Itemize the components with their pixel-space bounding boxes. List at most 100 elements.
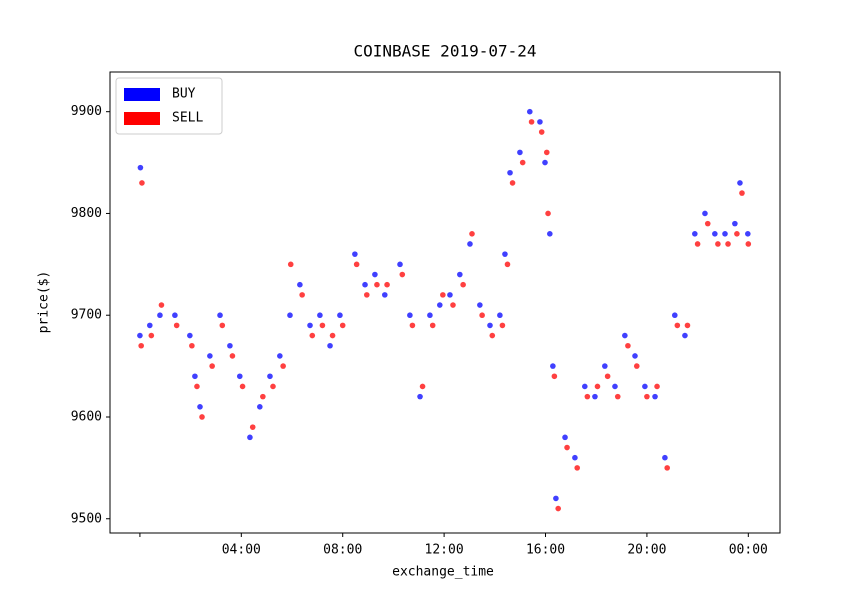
point <box>745 241 752 247</box>
point <box>409 322 416 329</box>
point <box>632 353 638 359</box>
point <box>317 312 323 319</box>
point <box>614 393 621 400</box>
point <box>542 159 548 166</box>
point <box>197 404 203 410</box>
point <box>499 322 506 329</box>
point <box>339 322 346 329</box>
point <box>440 292 446 298</box>
point <box>287 312 293 319</box>
legend-swatch <box>124 88 160 101</box>
point <box>187 332 193 339</box>
point <box>526 108 533 115</box>
y-tick-label: 9800 <box>71 206 102 221</box>
x-tick-label: 04:00 <box>222 543 261 558</box>
point <box>239 383 246 390</box>
point <box>584 393 591 400</box>
point <box>139 180 145 186</box>
point <box>550 363 556 369</box>
point <box>594 383 601 390</box>
point <box>173 322 180 329</box>
point <box>725 241 731 247</box>
point <box>307 322 313 329</box>
legend-label: SELL <box>172 111 203 126</box>
point <box>519 159 526 166</box>
point <box>644 393 650 400</box>
point <box>652 393 658 400</box>
point <box>260 393 266 400</box>
point <box>329 332 336 339</box>
point <box>745 231 751 237</box>
point <box>547 231 553 237</box>
point <box>602 363 608 369</box>
legend-box <box>115 77 223 135</box>
point <box>280 363 286 369</box>
point <box>553 495 559 502</box>
point <box>447 292 453 298</box>
point <box>362 281 368 288</box>
y-tick-label: 9600 <box>71 409 102 424</box>
x-tick-label: 20:00 <box>627 543 666 558</box>
point <box>137 164 144 171</box>
point <box>172 312 178 319</box>
point <box>399 271 406 278</box>
y-tick-label: 9900 <box>71 104 102 119</box>
point <box>487 322 493 329</box>
point <box>397 261 403 268</box>
point <box>277 353 283 359</box>
point <box>417 393 423 400</box>
plot-area <box>137 108 752 512</box>
point <box>146 322 153 329</box>
point <box>138 342 144 349</box>
point <box>337 312 343 319</box>
point <box>374 281 380 288</box>
point <box>249 424 256 430</box>
point <box>319 322 326 329</box>
point <box>543 149 550 156</box>
point <box>654 383 660 390</box>
point <box>227 342 233 349</box>
point <box>504 261 511 268</box>
point <box>538 129 545 135</box>
point <box>671 312 678 319</box>
point <box>372 271 378 278</box>
x-tick-label: 00:00 <box>729 543 768 558</box>
point <box>739 190 745 196</box>
point <box>545 210 551 217</box>
point <box>497 312 503 319</box>
point <box>625 342 631 349</box>
point <box>692 231 698 237</box>
point <box>662 454 668 461</box>
x-tick-label: 16:00 <box>526 543 565 558</box>
chart-title: COINBASE 2019-07-24 <box>353 42 536 61</box>
point <box>270 383 276 390</box>
point <box>219 322 226 329</box>
point <box>737 180 743 186</box>
point <box>582 383 588 390</box>
point <box>407 312 413 319</box>
point <box>722 231 728 237</box>
point <box>457 271 463 278</box>
point <box>572 454 578 461</box>
point <box>622 332 628 339</box>
point <box>555 505 561 512</box>
point <box>489 332 496 339</box>
point <box>199 414 205 420</box>
point <box>684 322 691 329</box>
point <box>642 383 648 390</box>
point <box>682 332 688 339</box>
point <box>309 332 316 339</box>
point <box>236 373 243 380</box>
point <box>299 292 305 298</box>
point <box>450 302 456 308</box>
point <box>469 231 475 237</box>
point <box>479 312 485 319</box>
point <box>674 322 681 329</box>
point <box>574 465 581 471</box>
point <box>467 241 473 247</box>
point <box>137 332 143 339</box>
point <box>427 312 433 319</box>
point <box>564 444 570 451</box>
y-tick-label: 9700 <box>71 308 102 323</box>
